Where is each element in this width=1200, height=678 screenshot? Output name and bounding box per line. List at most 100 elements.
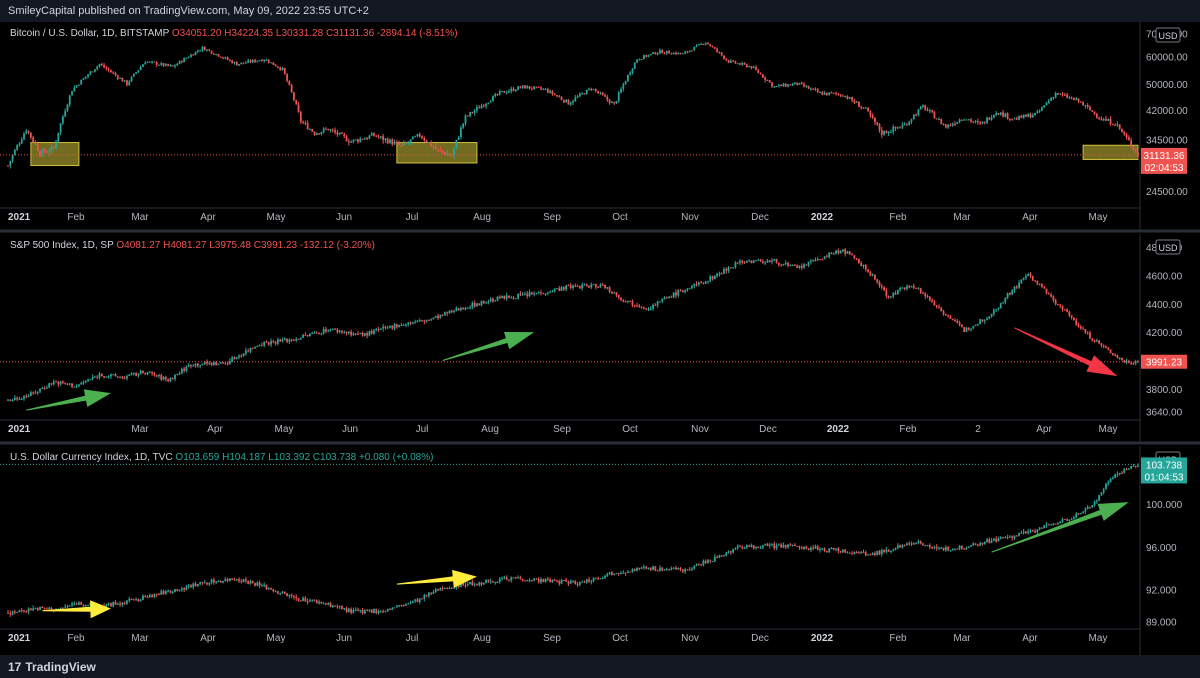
- time-tick-label: Oct: [612, 633, 628, 644]
- candle-body: [839, 251, 842, 254]
- candle-body: [922, 105, 924, 107]
- candle-body: [135, 599, 137, 601]
- candle-body: [87, 605, 89, 607]
- candle-body: [981, 543, 984, 545]
- candle-body: [1059, 304, 1062, 306]
- candle-body: [1038, 110, 1041, 112]
- candle-body: [398, 325, 401, 328]
- candle-body: [169, 378, 172, 382]
- candle-body: [171, 65, 174, 67]
- candle-body: [215, 54, 218, 56]
- candle-body: [144, 595, 147, 597]
- candle-body: [334, 605, 337, 607]
- candle-body: [155, 593, 158, 595]
- candle-body: [1015, 118, 1018, 120]
- candle-body: [423, 138, 426, 141]
- candle-body: [688, 288, 691, 290]
- candle-body: [1034, 280, 1036, 282]
- candle-body: [832, 253, 835, 255]
- candle-body: [210, 362, 213, 366]
- countdown-label: 02:04:53: [1145, 163, 1184, 174]
- candle-body: [235, 579, 238, 581]
- candle-body: [963, 548, 966, 550]
- candle-body: [295, 597, 298, 599]
- candle-body: [917, 109, 920, 116]
- candle-body: [931, 300, 934, 303]
- chart-legend: S&P 500 Index, 1D, SP O4081.27 H4081.27 …: [10, 240, 375, 251]
- candle-body: [1025, 531, 1027, 534]
- candle-body: [96, 66, 99, 70]
- candle-body: [151, 371, 154, 374]
- candle-body: [187, 585, 190, 587]
- candle-body: [375, 329, 378, 331]
- candle-body: [1091, 505, 1094, 508]
- candle-body: [1132, 465, 1135, 467]
- candle-body: [1095, 500, 1098, 502]
- candle-body: [432, 146, 435, 148]
- candle-body: [789, 84, 792, 86]
- candle-body: [1102, 119, 1105, 121]
- price-tick-label: 4200.00: [1146, 328, 1183, 339]
- candle-body: [94, 376, 96, 378]
- candle-body: [1082, 102, 1085, 106]
- candle-body: [542, 293, 545, 295]
- candle-body: [638, 305, 641, 308]
- candle-body: [780, 544, 783, 548]
- candle-body: [901, 545, 904, 548]
- candle-body: [489, 101, 492, 103]
- candle-body: [700, 43, 702, 45]
- candle-body: [537, 86, 540, 88]
- candle-body: [320, 131, 323, 134]
- candle-body: [384, 326, 387, 328]
- candle-body: [352, 139, 355, 142]
- candle-body: [771, 82, 773, 87]
- candle-body: [112, 601, 115, 607]
- candle-body: [395, 324, 398, 328]
- candle-body: [956, 320, 959, 323]
- candle-body: [887, 131, 890, 134]
- chart-panel-1[interactable]: 70000.0060000.0050000.0042000.0034500.00…: [0, 22, 1200, 233]
- candle-body: [357, 139, 359, 142]
- candle-body: [803, 264, 805, 268]
- candle-body: [206, 582, 208, 585]
- candle-body: [94, 69, 96, 72]
- candle-body: [709, 276, 712, 282]
- time-tick-label: Jun: [336, 212, 352, 223]
- candle-body: [784, 263, 787, 265]
- candle-body: [126, 600, 128, 604]
- candle-body: [180, 368, 183, 374]
- candle-body: [272, 62, 275, 65]
- candle-body: [972, 121, 975, 123]
- candle-body: [39, 388, 41, 392]
- tradingview-logo[interactable]: 17 TradingView: [8, 660, 96, 674]
- candle-body: [313, 332, 316, 334]
- candle-body: [807, 86, 810, 89]
- time-tick-label: Jul: [406, 212, 419, 223]
- candle-body: [878, 124, 881, 131]
- candle-body: [290, 85, 293, 93]
- candle-body: [610, 101, 613, 104]
- candle-body: [1123, 132, 1126, 135]
- candle-body: [13, 397, 16, 400]
- candle-body: [681, 290, 684, 293]
- candle-body: [153, 373, 156, 376]
- candle-body: [501, 91, 503, 93]
- candle-body: [1116, 124, 1119, 126]
- time-tick-label: Apr: [1022, 212, 1038, 223]
- chart-panel-3[interactable]: 100.00096.00092.00089.000USD103.73801:04…: [0, 446, 1200, 659]
- candle-body: [212, 53, 215, 55]
- chart-panel-2[interactable]: 4800.004600.004400.004200.003800.003640.…: [0, 234, 1200, 445]
- candle-body: [530, 580, 533, 582]
- candle-body: [672, 567, 675, 569]
- panel-background: [0, 234, 1200, 442]
- candle-body: [626, 300, 629, 302]
- candle-body: [743, 547, 746, 549]
- candle-body: [501, 295, 503, 299]
- candle-body: [569, 102, 572, 105]
- candle-body: [1047, 524, 1050, 526]
- candle-body: [540, 292, 542, 294]
- time-tick-label: Jul: [416, 424, 429, 435]
- candle-body: [1054, 92, 1057, 98]
- candle-body: [862, 552, 865, 554]
